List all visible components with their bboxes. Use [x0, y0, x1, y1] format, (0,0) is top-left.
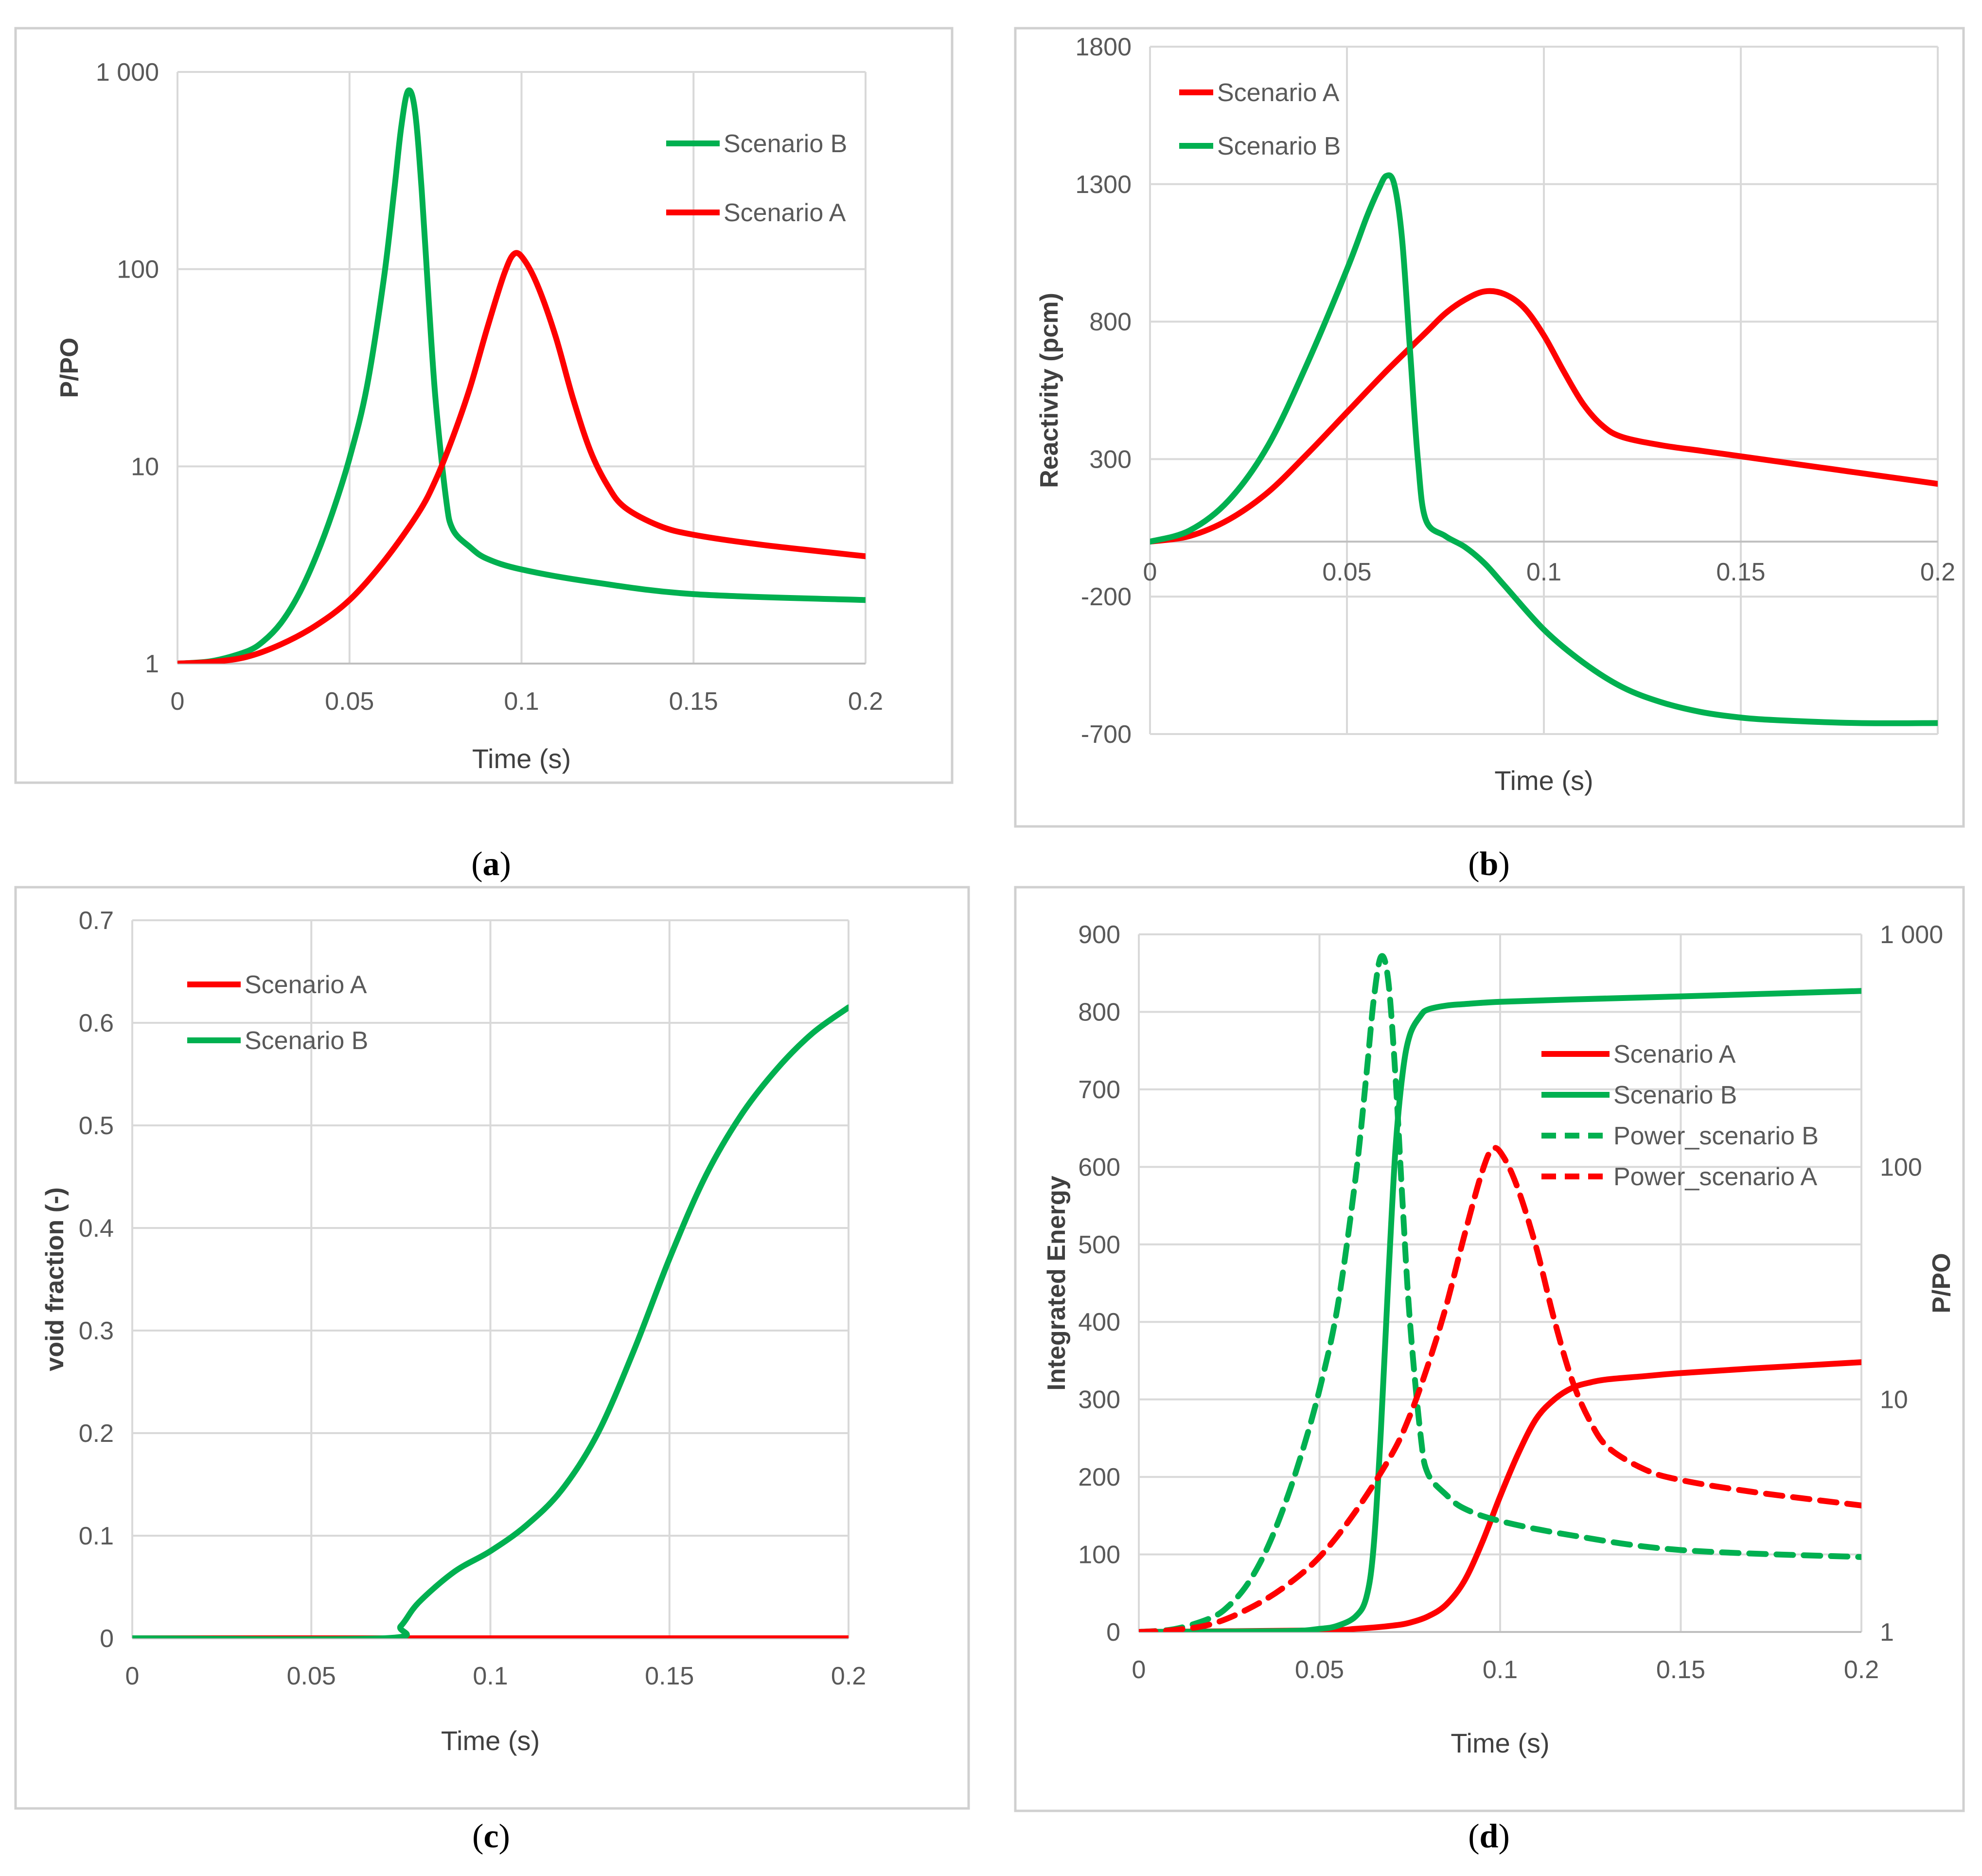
y-tick-label: 1800 — [1075, 33, 1132, 61]
x-tick-label: 0.1 — [473, 1662, 508, 1690]
y-tick-label: 0.4 — [79, 1214, 114, 1243]
series-line-scenario-a — [1150, 288, 1938, 545]
y-tick-label: 300 — [1089, 445, 1132, 473]
legend: Scenario B Scenario A — [666, 130, 847, 227]
chart-frame — [1014, 886, 1965, 1812]
y2-axis-label: P/PO — [1928, 1253, 1956, 1313]
y-tick-label: 0.5 — [79, 1112, 114, 1140]
series-line-scenario-a — [177, 250, 866, 664]
series-line-power-scenario-a — [1139, 1145, 1861, 1632]
chart-panel-b: 0 0.05 0.1 0.15 0.2 -700 -200 300 800 1300 1800 Tim… — [1014, 27, 1965, 883]
y2-tick-label: 1 — [1880, 1618, 1894, 1647]
x-tick-label: 0.15 — [645, 1662, 694, 1690]
x-tick-label: 0.05 — [1322, 558, 1371, 586]
y-tick-label: -200 — [1081, 583, 1132, 611]
panel-caption: (a) — [471, 845, 511, 883]
y-tick-label: -700 — [1081, 720, 1132, 749]
y-tick-label: 300 — [1078, 1386, 1120, 1414]
y-tick-label: 0.7 — [79, 907, 114, 935]
y-tick-label: 1 — [145, 650, 159, 678]
x-tick-label: 0.05 — [325, 687, 374, 716]
y-axis-label: void fraction (-) — [41, 1187, 69, 1371]
legend: Scenario A Scenario B — [187, 971, 368, 1055]
x-axis-label: Time (s) — [441, 1725, 540, 1756]
x-tick-label: 0.15 — [1656, 1656, 1705, 1684]
gridlines — [1149, 46, 1939, 735]
legend-label: Scenario B — [1217, 132, 1341, 160]
y2-tick-label: 10 — [1880, 1386, 1908, 1414]
y-tick-label: 0 — [1106, 1618, 1120, 1647]
x-tick-label: 0.15 — [669, 687, 718, 716]
x-tick-label: 0.05 — [287, 1662, 336, 1690]
x-tick-label: 0.2 — [848, 687, 883, 716]
x-tick-label: 0 — [1132, 1656, 1146, 1684]
x-tick-label: 0.2 — [1920, 558, 1955, 586]
series-line-scenario-a — [1139, 1359, 1861, 1632]
series-line-power-scenario-b — [1139, 953, 1861, 1632]
x-tick-label: 0.05 — [1295, 1656, 1344, 1684]
legend-label: Scenario A — [245, 971, 367, 999]
y2-tick-label: 1 000 — [1880, 921, 1943, 949]
y-tick-label: 0.6 — [79, 1009, 114, 1037]
chart-panel-c: 0 0.05 0.1 0.15 0.2 0 0.1 0.2 0.3 0.4 0.5 0.6 0.7 Tim… — [14, 886, 970, 1855]
y-tick-label: 600 — [1078, 1153, 1120, 1181]
legend: Scenario A Scenario B — [1179, 79, 1341, 160]
y-tick-label: 0.2 — [79, 1420, 114, 1448]
series-line-scenario-b — [177, 87, 866, 664]
x-tick-label: 0.1 — [504, 687, 539, 716]
chart-frame — [1014, 27, 1965, 828]
panel-caption: (b) — [1468, 845, 1510, 883]
y-tick-label: 100 — [1078, 1541, 1120, 1569]
x-tick-label: 0.2 — [831, 1662, 866, 1690]
legend-label: Power_scenario B — [1613, 1122, 1819, 1150]
x-tick-label: 0.2 — [1844, 1656, 1879, 1684]
x-axis-label: Time (s) — [1451, 1728, 1549, 1758]
gridlines — [1138, 933, 1862, 1633]
x-axis-label: Time (s) — [1494, 765, 1593, 796]
legend-label: Scenario A — [1217, 79, 1340, 107]
legend-label: Scenario B — [245, 1027, 368, 1055]
y-tick-label: 0 — [100, 1625, 114, 1653]
y-tick-label: 700 — [1078, 1076, 1120, 1104]
x-tick-label: 0.1 — [1483, 1656, 1518, 1684]
legend-label: Scenario A — [724, 199, 846, 227]
y-tick-label: 800 — [1078, 998, 1120, 1026]
chart-panel-d: 0 0.05 0.1 0.15 0.2 0 100 200 300 400 500 600 700 800… — [1014, 886, 1965, 1855]
y-axis-label: Reactivity (pcm) — [1035, 293, 1063, 488]
chart-panel-a: 0 0.05 0.1 0.15 0.2 1 10 100 1 000 Time (s) P/PO Sc… — [14, 27, 954, 883]
y-tick-label: 200 — [1078, 1463, 1120, 1491]
y-axis-label: P/PO — [55, 337, 84, 398]
y-tick-label: 800 — [1089, 308, 1132, 336]
x-tick-label: 0 — [171, 687, 185, 716]
x-tick-label: 0.15 — [1716, 558, 1765, 586]
y-tick-label: 1300 — [1075, 171, 1132, 199]
series-line-scenario-b — [132, 1004, 849, 1638]
x-axis-label: Time (s) — [472, 743, 571, 774]
y-axis-label: Integrated Energy — [1043, 1175, 1071, 1390]
y-tick-label: 0.3 — [79, 1317, 114, 1345]
legend-label: Scenario A — [1613, 1040, 1736, 1069]
legend-label: Power_scenario A — [1613, 1163, 1817, 1191]
series-line-scenario-b — [1150, 172, 1938, 726]
y-tick-label: 500 — [1078, 1231, 1120, 1259]
series-line-scenario-b — [1139, 988, 1861, 1632]
chart-frame — [14, 886, 970, 1810]
legend-label: Scenario B — [724, 130, 847, 158]
legend: Scenario A Scenario B Power_scenario B Powe… — [1541, 1040, 1819, 1191]
x-tick-label: 0 — [1143, 558, 1157, 586]
y-tick-label: 400 — [1078, 1308, 1120, 1336]
y-tick-label: 10 — [131, 453, 159, 481]
y-tick-label: 100 — [117, 256, 159, 284]
x-tick-label: 0.1 — [1526, 558, 1561, 586]
x-tick-label: 0 — [125, 1662, 140, 1690]
y-tick-label: 900 — [1078, 921, 1120, 949]
panel-caption: (c) — [472, 1818, 510, 1855]
y2-tick-label: 100 — [1880, 1153, 1922, 1181]
chart-frame — [14, 27, 954, 784]
legend-label: Scenario B — [1613, 1081, 1737, 1109]
panel-caption: (d) — [1468, 1818, 1510, 1855]
y-tick-label: 0.1 — [79, 1522, 114, 1550]
y-tick-label: 1 000 — [96, 58, 159, 87]
